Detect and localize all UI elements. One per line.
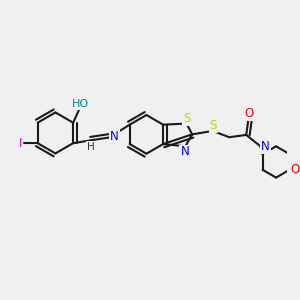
Text: H: H (87, 142, 94, 152)
Text: I: I (19, 137, 22, 150)
Text: S: S (209, 119, 217, 132)
Text: HO: HO (71, 99, 88, 109)
Text: N: N (110, 130, 119, 143)
Text: S: S (183, 112, 191, 125)
Text: O: O (244, 107, 254, 120)
Text: N: N (261, 140, 270, 153)
Text: O: O (290, 163, 299, 176)
Text: N: N (180, 146, 189, 158)
